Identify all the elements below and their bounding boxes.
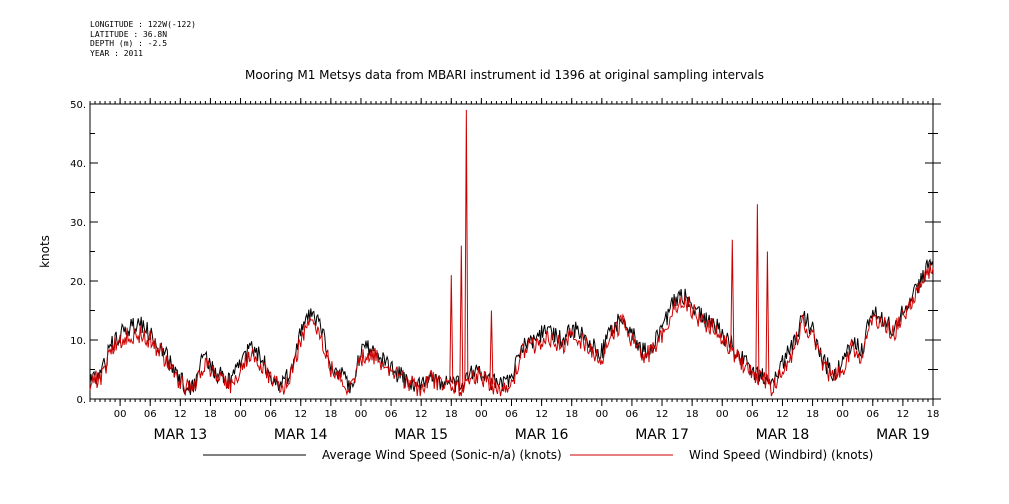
series-spike	[464, 109, 469, 382]
x-hour-label: 12	[656, 409, 669, 420]
x-hour-label: 18	[686, 409, 699, 420]
x-hour-label: 06	[746, 409, 759, 420]
x-hour-label: 18	[927, 409, 940, 420]
series-lines	[89, 109, 934, 397]
x-hour-label: 00	[114, 409, 127, 420]
y-tick-label: 50.	[70, 100, 86, 111]
x-day-label: MAR 15	[394, 427, 448, 443]
series-windbird-line	[89, 263, 934, 397]
series-average-wind-line	[89, 258, 934, 396]
series-spike	[765, 251, 770, 385]
x-hour-label: 12	[776, 409, 789, 420]
longitude-text: LONGITUDE : 122W(-122)	[90, 20, 196, 29]
x-hour-label: 18	[204, 409, 217, 420]
x-day-label: MAR 16	[515, 427, 569, 443]
x-hour-label: 00	[234, 409, 247, 420]
x-hour-label: 12	[897, 409, 910, 420]
x-day-label: MAR 19	[876, 427, 930, 443]
depth-text: DEPTH (m) : -2.5	[90, 39, 168, 48]
series-spike	[449, 275, 454, 385]
x-hour-label: 12	[174, 409, 187, 420]
plot-axes	[89, 98, 941, 406]
x-hour-label: 06	[626, 409, 639, 420]
series-spike	[730, 239, 735, 352]
x-hour-label: 00	[595, 409, 608, 420]
chart-legend: Average Wind Speed (Sonic-n/a) (knots) Wi…	[203, 448, 873, 462]
x-hour-label: 00	[716, 409, 729, 420]
chart-title: Mooring M1 Metsys data from MBARI instru…	[245, 68, 764, 82]
latitude-text: LATITUDE : 36.8N	[90, 29, 168, 39]
y-tick-label: 40.	[70, 159, 86, 170]
y-axis-label: knots	[38, 235, 52, 268]
y-tick-label: 10.	[70, 336, 86, 347]
x-day-label: MAR 17	[635, 427, 689, 443]
axis-labels: 0. 10. 20. 30. 40. 50. 00 06 12 18 00 06 12 18 00 06 12 1…	[38, 100, 939, 443]
metadata-block: LONGITUDE : 122W(-122) LATITUDE : 36.8N …	[90, 20, 196, 58]
x-hour-label: 18	[806, 409, 819, 420]
x-hour-label: 06	[385, 409, 398, 420]
y-tick-label: 30.	[70, 218, 86, 229]
series-spike	[489, 310, 494, 385]
y-tick-label: 0.	[76, 395, 86, 406]
x-hour-label: 12	[415, 409, 428, 420]
year-text: YEAR : 2011	[90, 48, 143, 58]
x-hour-label: 18	[445, 409, 458, 420]
x-hour-label: 00	[475, 409, 488, 420]
x-hour-label: 12	[535, 409, 548, 420]
x-hour-label: 00	[836, 409, 849, 420]
x-hour-label: 18	[565, 409, 578, 420]
x-hour-label: 18	[324, 409, 337, 420]
x-day-label: MAR 13	[153, 427, 207, 443]
x-hour-label: 06	[866, 409, 879, 420]
plot-frame	[89, 103, 934, 400]
x-hour-label: 06	[505, 409, 518, 420]
x-hour-label: 06	[144, 409, 157, 420]
x-day-label: MAR 18	[756, 427, 810, 443]
series-spike	[459, 245, 464, 391]
legend-label-windbird: Wind Speed (Windbird) (knots)	[689, 448, 873, 462]
series-spike	[755, 204, 760, 376]
x-hour-label: 06	[264, 409, 277, 420]
x-hour-label: 00	[355, 409, 368, 420]
x-day-label: MAR 14	[274, 427, 328, 443]
x-hour-label: 12	[294, 409, 307, 420]
y-tick-label: 20.	[70, 277, 86, 288]
legend-label-average: Average Wind Speed (Sonic-n/a) (knots)	[322, 448, 562, 462]
